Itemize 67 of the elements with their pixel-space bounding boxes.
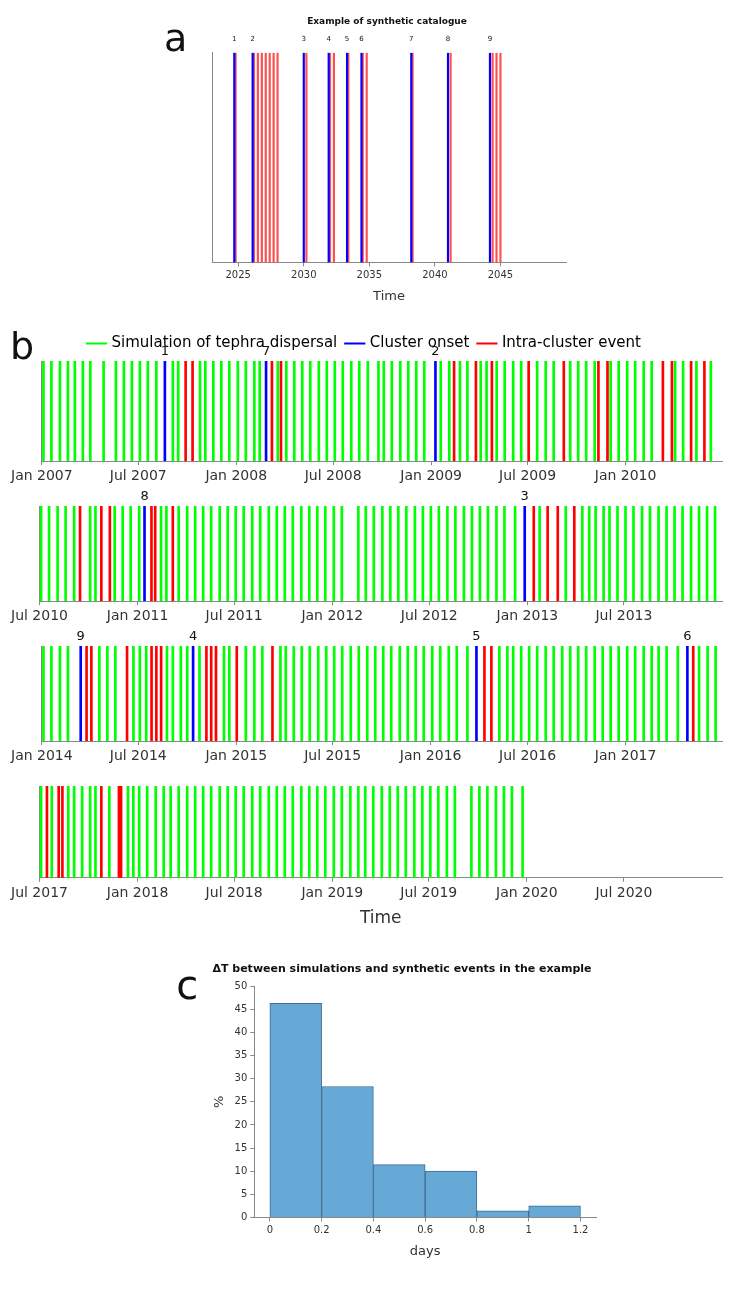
y-tick-label: 35 [234,1049,248,1061]
y-axis-title: % [211,1095,227,1108]
y-tick-label: 5 [240,1187,248,1199]
y-tick-label: 30 [234,1072,248,1084]
x-tick-label: Jan 2016 [398,747,462,764]
x-tick-label: Jan 2009 [399,467,463,484]
x-tick-label: Jan 2010 [593,467,657,484]
x-tick-label: Jul 2011 [204,607,263,624]
x-tick-label: 1.2 [572,1223,589,1235]
x-tick-label: Jan 2015 [204,747,268,764]
x-tick-label: 2025 [225,268,251,280]
x-tick-label: 2045 [487,268,514,280]
y-tick-label: 40 [234,1026,248,1038]
chart-title: ΔT between simulations and synthetic events in the example [212,962,592,976]
x-tick-label: 0.4 [365,1223,382,1235]
x-tick-label: 0.2 [313,1223,330,1235]
x-tick-label: Jan 2012 [300,607,364,624]
x-tick-label: Jan 2017 [593,747,657,764]
x-tick-label: Jan 2018 [105,883,169,900]
text: a [164,16,188,61]
legend-label: Intra-cluster event [501,333,642,352]
x-tick-label: 0.6 [417,1223,434,1235]
x-tick-label: Jan 2014 [9,747,73,764]
annotation: 3 [520,487,529,503]
annotation: 8 [140,487,149,503]
x-tick-label: Jul 2015 [303,747,362,764]
x-tick-label: Jul 2020 [594,883,653,900]
y-tick-label: 25 [234,1095,248,1107]
x-tick-label: Jul 2009 [498,467,557,484]
x-tick-label: Jan 2007 [9,467,73,484]
text: b [10,324,35,369]
x-axis-title: Time [358,907,402,928]
x-tick-label: 0 [266,1223,274,1235]
x-tick-label: 2030 [291,268,317,280]
x-tick-label: Jul 2013 [594,607,653,624]
y-tick-label: 50 [234,979,248,991]
x-tick-label: 0.8 [468,1223,485,1235]
y-tick-label: 0 [240,1210,248,1222]
x-tick-label: Jul 2007 [108,467,167,484]
x-axis-title: days [409,1242,441,1258]
x-tick-label: Jul 2014 [108,747,167,764]
y-tick-label: 10 [234,1164,248,1176]
x-tick-label: Jul 2016 [498,747,557,764]
x-tick-label: Jul 2018 [204,883,263,900]
x-tick-label: Jan 2008 [204,467,268,484]
x-tick-label: Jan 2011 [105,607,169,624]
annotation: 6 [683,627,692,643]
y-tick-label: 15 [234,1141,248,1153]
x-tick-label: Jul 2017 [9,883,68,900]
annotation: 9 [76,627,85,643]
y-tick-label: 20 [234,1118,248,1130]
annotation: 4 [188,627,198,643]
x-tick-label: 2040 [422,268,448,280]
x-tick-label: 1 [525,1223,532,1235]
x-tick-label: Jul 2010 [9,607,68,624]
text: c [176,961,199,1008]
chart-title: Example of synthetic catalogue [307,15,467,26]
x-axis-title: Time [372,287,405,303]
annotation: 5 [472,627,481,643]
x-tick-label: Jan 2020 [495,883,558,900]
x-tick-label: Jul 2012 [399,607,458,624]
x-tick-label: Jul 2019 [399,883,458,900]
x-tick-label: 2035 [356,268,383,280]
y-tick-label: 45 [234,1002,248,1014]
x-tick-label: Jan 2019 [300,883,364,900]
x-tick-label: Jan 2013 [495,607,559,624]
x-tick-label: Jul 2008 [303,467,362,484]
